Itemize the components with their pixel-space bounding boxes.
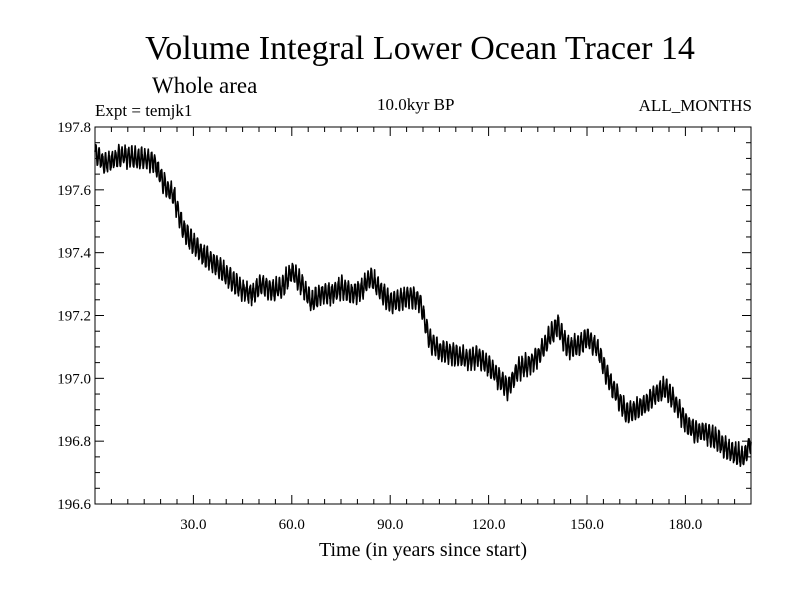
series-line bbox=[94, 143, 752, 468]
y-tick-label: 197.4 bbox=[57, 246, 91, 262]
x-tick-label: 120.0 bbox=[472, 517, 506, 533]
y-tick-label: 196.8 bbox=[57, 434, 91, 450]
period-label: 10.0kyr BP bbox=[377, 95, 455, 114]
y-tick-label: 197.6 bbox=[57, 183, 91, 199]
x-tick-label: 60.0 bbox=[279, 517, 305, 533]
chart-subtitle: Whole area bbox=[152, 73, 258, 98]
x-tick-label: 90.0 bbox=[377, 517, 403, 533]
x-tick-label: 150.0 bbox=[570, 517, 604, 533]
months-label: ALL_MONTHS bbox=[638, 96, 752, 115]
x-axis-label: Time (in years since start) bbox=[319, 539, 527, 561]
y-tick-label: 197.8 bbox=[57, 120, 91, 136]
y-tick-label: 196.6 bbox=[57, 497, 91, 513]
x-tick-label: 30.0 bbox=[180, 517, 206, 533]
y-tick-label: 197.0 bbox=[57, 371, 91, 387]
experiment-label: Expt = temjk1 bbox=[95, 101, 193, 120]
y-tick-label: 197.2 bbox=[57, 309, 91, 325]
chart-title: Volume Integral Lower Ocean Tracer 14 bbox=[145, 30, 695, 67]
x-tick-label: 180.0 bbox=[669, 517, 703, 533]
